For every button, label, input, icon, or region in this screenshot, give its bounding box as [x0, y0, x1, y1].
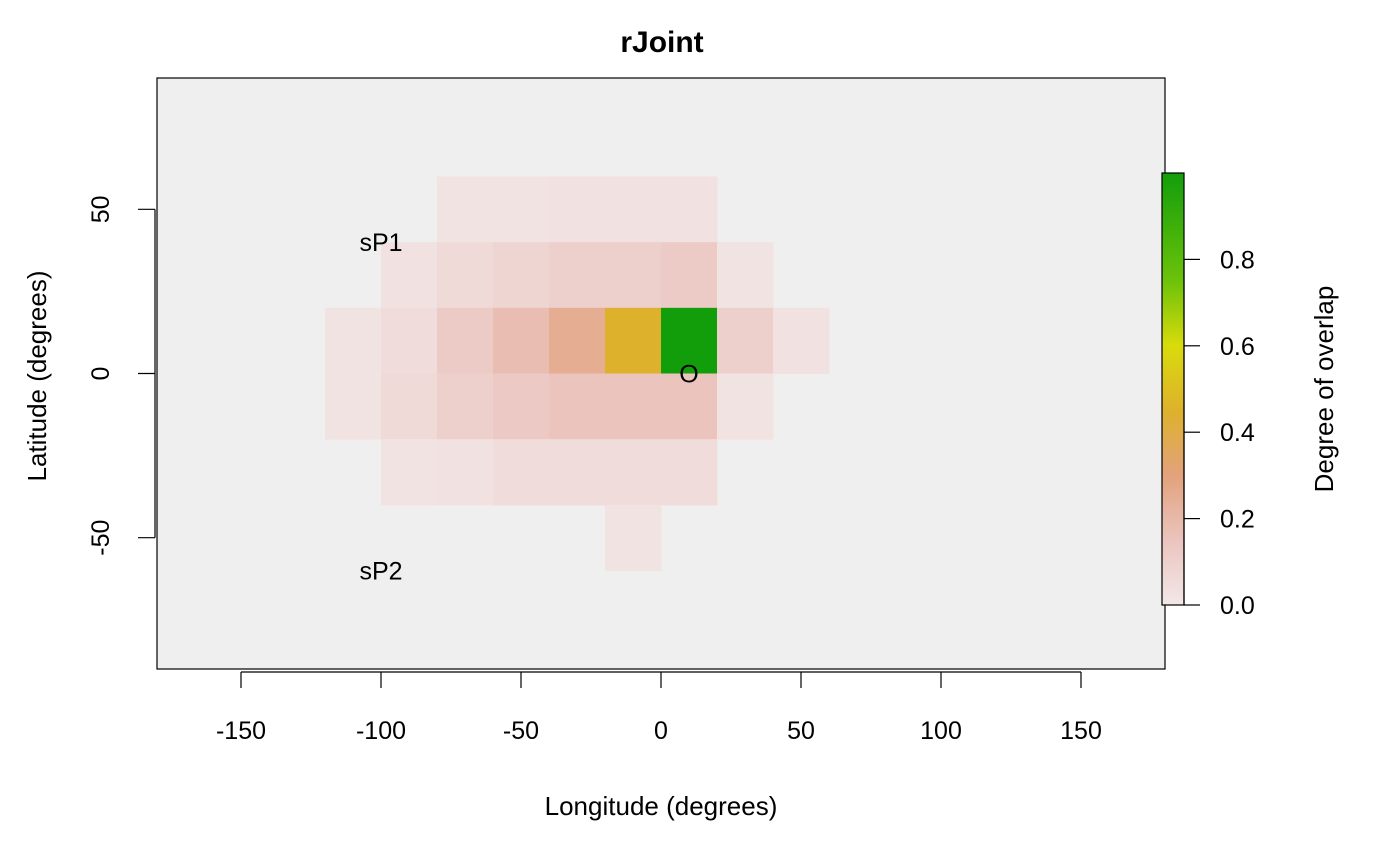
- heatmap-cell-15: [493, 307, 550, 374]
- heatmap-cell-11: [717, 242, 774, 309]
- heatmap-cell-35: [605, 504, 662, 571]
- colorbar-tick-label-1: 0.2: [1220, 506, 1255, 534]
- heatmap-cell-10: [661, 242, 718, 309]
- heatmap-cell-14: [437, 307, 494, 374]
- heatmap-cell-31: [493, 439, 550, 506]
- heatmap-cell-34: [661, 439, 718, 506]
- heatmap-cell-22: [381, 373, 438, 440]
- heatmap-cell-1: [493, 176, 550, 243]
- x-tick-label-3: 0: [654, 717, 668, 745]
- heatmap-cell-23: [437, 373, 494, 440]
- colorbar-tick-label-4: 0.8: [1220, 246, 1255, 274]
- x-tick-label-4: 50: [787, 717, 815, 745]
- heatmap-cell-20: [773, 307, 830, 374]
- heatmap-cell-25: [549, 373, 606, 440]
- chart-title: rJoint: [620, 26, 703, 59]
- colorbar-tick-label-0: 0.0: [1220, 592, 1255, 620]
- heatmap-cell-29: [381, 439, 438, 506]
- y-axis-label: Latitude (degrees): [22, 270, 52, 481]
- colorbar-label: Degree of overlap: [1309, 286, 1339, 493]
- x-tick-label-1: -100: [356, 717, 406, 745]
- heatmap-cell-26: [605, 373, 662, 440]
- heatmap-cell-33: [605, 439, 662, 506]
- annotation-sp1: sP1: [359, 229, 402, 257]
- x-tick-label-5: 100: [920, 717, 962, 745]
- heatmap-cell-24: [493, 373, 550, 440]
- colorbar-tick-label-3: 0.6: [1220, 333, 1255, 361]
- heatmap-cell-2: [549, 176, 606, 243]
- x-tick-label-6: 150: [1060, 717, 1102, 745]
- x-axis-label: Longitude (degrees): [545, 791, 778, 821]
- x-tick-label-2: -50: [503, 717, 539, 745]
- heatmap-cell-32: [549, 439, 606, 506]
- colorbar-gradient: [1161, 172, 1185, 606]
- annotation-sp2: sP2: [359, 558, 402, 586]
- heatmap-cell-0: [437, 176, 494, 243]
- y-tick-label-1: 0: [87, 367, 115, 381]
- heatmap-cell-19: [717, 307, 774, 374]
- heatmap-cell-13: [381, 307, 438, 374]
- y-tick-label-0: -50: [87, 520, 115, 556]
- heatmap-cell-8: [549, 242, 606, 309]
- colorbar-tick-label-2: 0.4: [1220, 419, 1255, 447]
- colorbar: 0.0 0.2 0.4 0.6 0.8: [1161, 172, 1255, 620]
- y-axis: -50 0 50: [87, 195, 156, 556]
- heatmap-cell-6: [437, 242, 494, 309]
- heatmap-cell-9: [605, 242, 662, 309]
- heatmap-cell-28: [717, 373, 774, 440]
- heatmap-cell-27: [661, 373, 718, 440]
- heatmap-cell-21: [325, 373, 382, 440]
- annotation-o: O: [679, 361, 698, 389]
- heatmap-cell-12: [325, 307, 382, 374]
- colorbar-ticks: 0.0 0.2 0.4 0.6 0.8: [1183, 246, 1255, 620]
- heatmap-cell-17: [605, 307, 662, 374]
- x-axis: -150 -100 -50 0 50 100 150: [216, 671, 1102, 745]
- heatmap-cell-7: [493, 242, 550, 309]
- x-tick-label-0: -150: [216, 717, 266, 745]
- heatmap-cells: [325, 176, 830, 571]
- heatmap-cell-30: [437, 439, 494, 506]
- annotations: sP1 sP2 O: [359, 229, 698, 585]
- heatmap-cell-5: [381, 242, 438, 309]
- heatmap-cell-3: [605, 176, 662, 243]
- y-tick-label-2: 50: [87, 195, 115, 223]
- heatmap-cell-16: [549, 307, 606, 374]
- heatmap-cell-18: [661, 307, 718, 374]
- heatmap-cell-4: [661, 176, 718, 243]
